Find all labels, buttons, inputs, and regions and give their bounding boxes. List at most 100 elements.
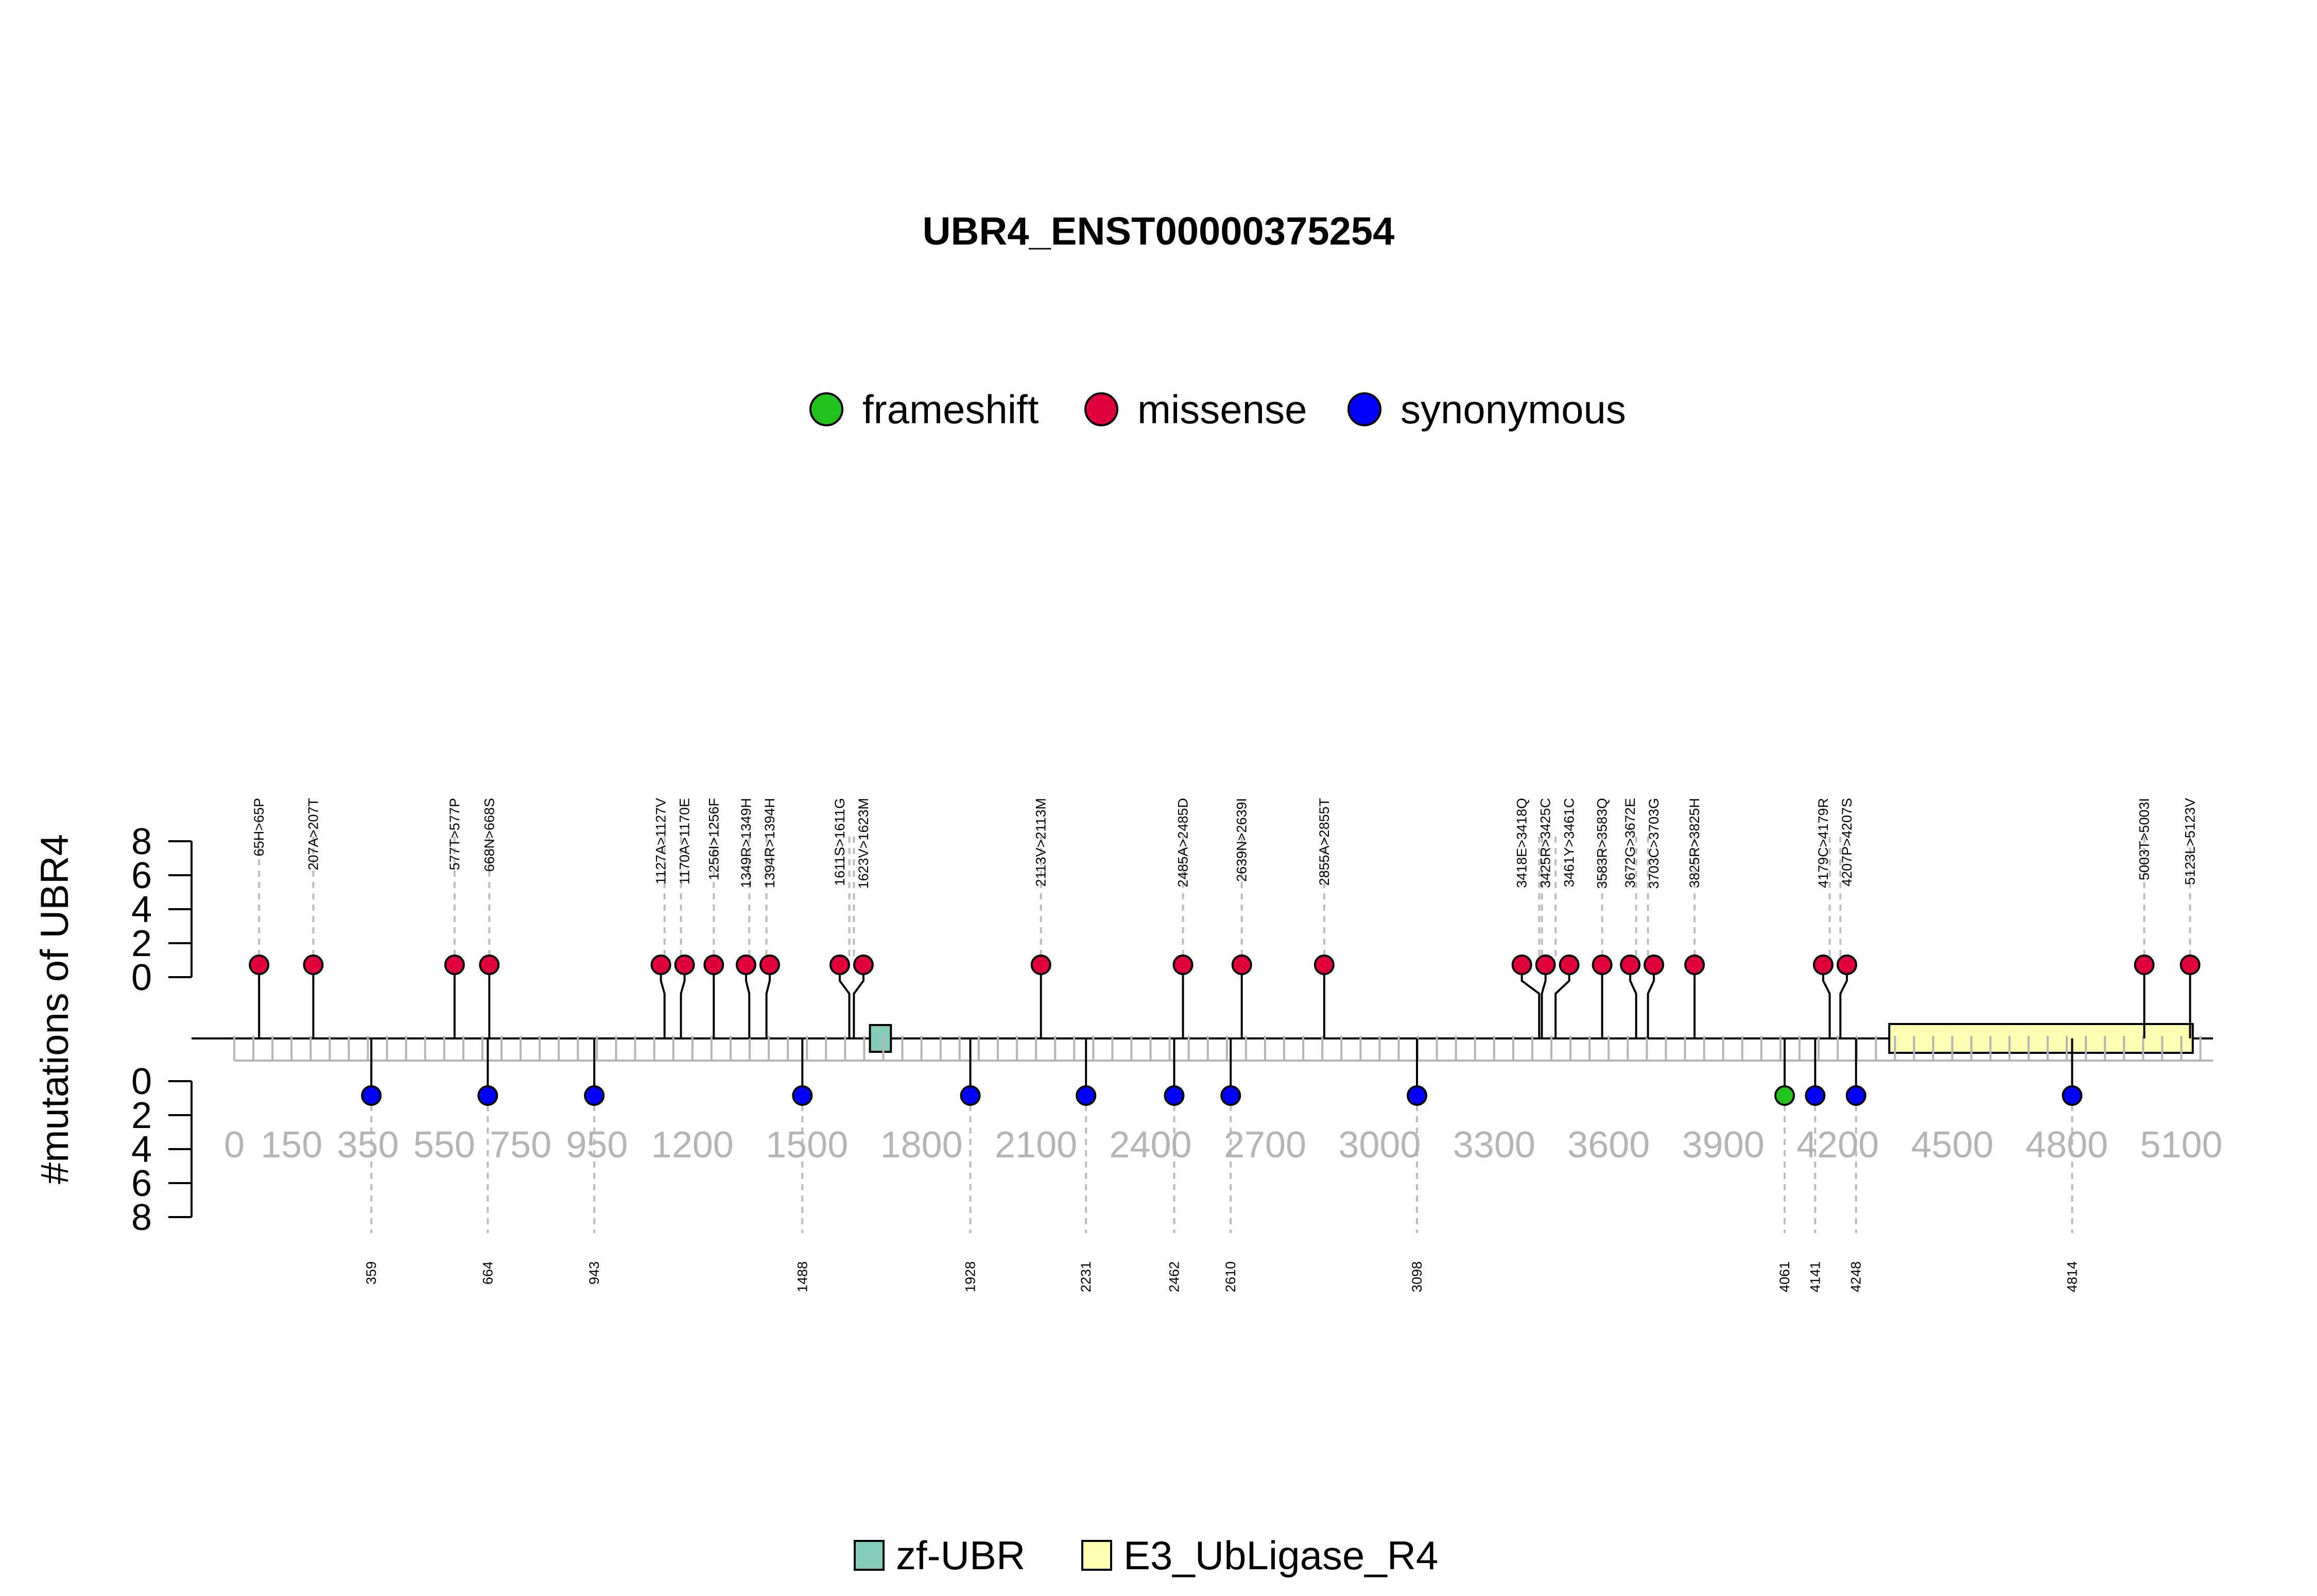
mutation-point-missense bbox=[650, 955, 671, 975]
stem-top bbox=[1839, 965, 1848, 1038]
position-label: 1488 bbox=[794, 1261, 810, 1292]
y-bottom-tick-label: 6 bbox=[131, 1163, 152, 1204]
x-tick-label: 3000 bbox=[1338, 1124, 1421, 1166]
stem-top bbox=[1554, 965, 1570, 1038]
lollipop-heads bbox=[249, 955, 2201, 1106]
legend-label-missense: missense bbox=[1137, 387, 1307, 432]
stem-top bbox=[765, 965, 771, 1038]
legend-label-synonymous: synonymous bbox=[1400, 387, 1626, 432]
position-label: 4141 bbox=[1807, 1261, 1823, 1292]
mutation-label: 1349R>1349H bbox=[738, 798, 754, 888]
mutation-label: 668N>668S bbox=[481, 798, 497, 872]
mutation-label: 577T>577P bbox=[447, 798, 462, 870]
stem-top bbox=[660, 965, 666, 1038]
mutation-point-missense bbox=[1172, 955, 1194, 975]
x-tick-label: 550 bbox=[413, 1124, 475, 1166]
legend-marker-missense bbox=[1084, 392, 1118, 426]
mutation-point-missense bbox=[249, 955, 270, 975]
mutation-point-missense bbox=[479, 955, 500, 975]
mutation-label: 2485A>2485D bbox=[1175, 798, 1191, 887]
x-axis: 0 150 350 550 750 950 1200 1500 1800 2100 2400 2700… bbox=[224, 1036, 2223, 1166]
mutation-point-missense bbox=[1684, 955, 1705, 975]
y-bottom-tick-label: 4 bbox=[131, 1129, 152, 1170]
domain-E3_UbLigase_R4 bbox=[1888, 1023, 2194, 1054]
mutation-point-synonymous bbox=[1220, 1085, 1241, 1106]
mutation-point-synonymous bbox=[1805, 1085, 1826, 1106]
mutation-label: 3425R>3425C bbox=[1538, 798, 1553, 888]
mutation-label: 3703C>3703G bbox=[1646, 798, 1662, 889]
mutation-point-synonymous bbox=[792, 1085, 813, 1106]
mutation-point-missense bbox=[1030, 955, 1051, 975]
x-tick-label: 5100 bbox=[2140, 1124, 2222, 1166]
y-top-tick-label: 6 bbox=[131, 855, 152, 896]
mutation-label: 4179C>4179R bbox=[1815, 798, 1831, 888]
mutation-point-missense bbox=[674, 955, 695, 975]
x-tick-label: 2700 bbox=[1224, 1124, 1306, 1166]
mutation-label: 1611S>1611G bbox=[832, 798, 848, 886]
mutation-point-missense bbox=[2180, 955, 2201, 975]
stem-top bbox=[853, 965, 864, 1038]
y-bottom-tick-label: 0 bbox=[131, 1061, 152, 1102]
stem-top bbox=[1647, 965, 1655, 1038]
position-label: 4814 bbox=[2064, 1261, 2080, 1292]
legend-marker-frameshift bbox=[809, 392, 843, 426]
domain-legend-label-zf-UBR: zf-UBR bbox=[896, 1533, 1025, 1578]
x-tick-label: 3900 bbox=[1682, 1124, 1765, 1166]
mutation-point-missense bbox=[444, 955, 465, 975]
mutation-point-missense bbox=[1620, 955, 1641, 975]
position-label: 1928 bbox=[963, 1261, 978, 1292]
mutation-point-synonymous bbox=[1076, 1085, 1097, 1106]
mutation-point-frameshift bbox=[1774, 1085, 1795, 1106]
stem-top bbox=[1822, 965, 1831, 1038]
mutation-label: 5123L>5123V bbox=[2183, 798, 2198, 885]
mutation-label: 3461Y>3461C bbox=[1562, 798, 1577, 887]
mutation-point-synonymous bbox=[361, 1085, 382, 1106]
stem-top bbox=[1541, 965, 1547, 1038]
mutation-point-synonymous bbox=[584, 1085, 605, 1106]
legend-label-frameshift: frameshift bbox=[862, 387, 1039, 432]
mutation-label: 1256I>1256F bbox=[706, 798, 721, 880]
position-label: 2462 bbox=[1166, 1261, 1182, 1292]
domain-legend-swatch-zf-UBR bbox=[854, 1540, 885, 1571]
mutation-labels: 65H>65P 207A>207T 577T>577P 668N>668S 1127A>… bbox=[251, 798, 2198, 1292]
stem-top bbox=[838, 965, 851, 1038]
y-top-tick-label: 8 bbox=[131, 821, 152, 862]
mutation-label: 3418E>3418Q bbox=[1514, 798, 1530, 888]
y-bottom-tick-label: 2 bbox=[131, 1095, 152, 1136]
x-tick-label: 4800 bbox=[2026, 1124, 2108, 1166]
mutation-point-synonymous bbox=[477, 1085, 498, 1106]
mutation-point-synonymous bbox=[960, 1085, 981, 1106]
stem-top bbox=[680, 965, 686, 1038]
y-top-tick-label: 0 bbox=[131, 957, 152, 998]
mutation-label: 1394R>1394H bbox=[762, 798, 777, 888]
label-guide-lines bbox=[258, 837, 2191, 1233]
position-label: 943 bbox=[586, 1261, 602, 1285]
x-tick-label: 1500 bbox=[766, 1124, 848, 1166]
x-tick-label: 750 bbox=[490, 1124, 551, 1166]
x-tick-label: 0 bbox=[224, 1124, 245, 1166]
mutation-label: 207A>207T bbox=[305, 798, 321, 870]
x-tick-label: 150 bbox=[261, 1124, 322, 1166]
y-axis-label: #mutations of UBR4 bbox=[33, 834, 77, 1184]
mutation-point-synonymous bbox=[1407, 1085, 1428, 1106]
position-label: 4248 bbox=[1848, 1261, 1864, 1292]
mutation-point-missense bbox=[829, 955, 850, 975]
legend-marker-synonymous bbox=[1347, 392, 1381, 426]
domain-legend-swatch-E3_UbLigase_R4 bbox=[1081, 1540, 1112, 1571]
stem-top bbox=[1520, 965, 1541, 1038]
mutation-label: 2639N>2639I bbox=[1234, 798, 1250, 882]
mutation-label: 1170A>1170E bbox=[677, 798, 693, 884]
mutation-label: 4207P>4207S bbox=[1839, 798, 1855, 887]
mutation-point-missense bbox=[703, 955, 724, 975]
mutation-point-synonymous bbox=[1164, 1085, 1185, 1106]
x-tick-label: 4200 bbox=[1796, 1124, 1879, 1166]
mutation-label: 3825R>3825H bbox=[1687, 798, 1702, 888]
mutation-label: 3583R>3583Q bbox=[1595, 798, 1610, 889]
mutation-point-missense bbox=[303, 955, 324, 975]
x-tick-label: 3300 bbox=[1453, 1124, 1535, 1166]
position-label: 2231 bbox=[1078, 1261, 1094, 1292]
mutation-label: 2113V>2113M bbox=[1033, 798, 1049, 887]
position-label: 664 bbox=[480, 1261, 495, 1285]
